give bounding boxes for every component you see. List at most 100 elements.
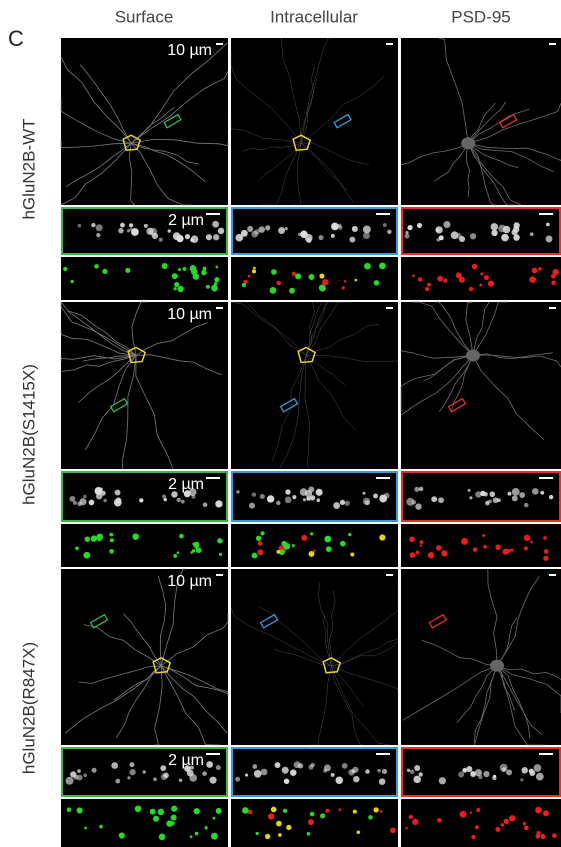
punctum: [84, 827, 87, 830]
spine: [492, 776, 496, 780]
punctum: [173, 554, 177, 558]
spine: [111, 762, 118, 769]
spine: [236, 490, 239, 493]
punctum: [307, 832, 311, 836]
spine: [146, 228, 153, 235]
spine: [173, 232, 181, 240]
punctum: [153, 816, 159, 822]
punctum: [109, 549, 114, 554]
soma: [490, 660, 504, 672]
punctum: [416, 551, 420, 555]
punctum: [219, 553, 222, 556]
spine: [418, 772, 422, 776]
punctum: [242, 283, 246, 287]
punctum: [342, 286, 345, 289]
spine: [159, 238, 163, 242]
spine: [316, 489, 323, 496]
punctum: [325, 809, 329, 813]
overview-image: [61, 302, 228, 469]
punctum: [252, 553, 258, 559]
punctum: [217, 538, 222, 543]
spine: [100, 487, 103, 490]
punctum: [471, 835, 475, 839]
scale-label: 2 µm: [168, 212, 204, 229]
punctum: [380, 810, 383, 813]
punctum: [475, 825, 479, 829]
punctum: [390, 827, 396, 833]
spine: [276, 501, 280, 505]
spine: [275, 762, 281, 768]
punctum: [94, 264, 99, 269]
spine: [352, 767, 358, 773]
spine: [377, 769, 381, 773]
punctum: [324, 536, 331, 543]
spine: [443, 221, 450, 228]
spine: [316, 498, 320, 502]
spine: [285, 489, 290, 494]
spine: [414, 765, 420, 771]
spine: [69, 496, 75, 502]
punctum: [355, 279, 358, 282]
punctum: [551, 280, 556, 285]
punctum: [322, 279, 329, 286]
spine: [285, 227, 288, 230]
spine: [417, 223, 422, 228]
spine: [115, 779, 120, 784]
punctum: [310, 812, 315, 817]
punctum: [353, 810, 357, 814]
punctum: [135, 805, 142, 812]
punctum: [524, 535, 530, 541]
punctum: [495, 827, 500, 832]
punctum: [326, 546, 332, 552]
punctum: [476, 808, 480, 812]
punctum: [276, 821, 282, 827]
punctum: [257, 549, 263, 555]
spine: [215, 500, 222, 507]
punctum: [215, 266, 218, 269]
spine: [458, 771, 464, 777]
spine: [331, 234, 335, 238]
spine: [431, 496, 437, 502]
punctum: [368, 815, 372, 819]
spine: [127, 229, 130, 232]
spine: [534, 764, 542, 772]
puncta-image: [401, 524, 561, 567]
zoom-image: [402, 472, 560, 521]
spine: [129, 769, 135, 775]
spine: [405, 231, 408, 234]
punctum: [364, 263, 371, 270]
punctum: [256, 832, 259, 835]
punctum: [265, 834, 270, 839]
spine: [363, 492, 366, 495]
spine: [331, 773, 335, 777]
punctum: [252, 269, 256, 273]
punctum: [289, 288, 295, 294]
spine: [519, 492, 525, 498]
spine: [284, 779, 290, 785]
spine: [129, 223, 133, 227]
spine: [129, 762, 134, 767]
punctum: [410, 552, 416, 558]
scale-bar: [386, 574, 393, 576]
punctum: [309, 274, 315, 280]
scale-bar: [549, 43, 556, 45]
spine: [513, 234, 520, 241]
punctum: [301, 535, 307, 541]
spine: [278, 227, 285, 234]
spine: [103, 499, 106, 502]
punctum: [271, 269, 277, 275]
punctum: [428, 552, 434, 558]
punctum: [419, 540, 423, 544]
spine: [530, 232, 534, 236]
scale-bar: [386, 307, 393, 309]
punctum: [460, 811, 467, 818]
punctum: [510, 549, 513, 552]
spine: [115, 497, 121, 503]
spine: [345, 501, 350, 506]
spine: [513, 222, 519, 228]
punctum: [357, 830, 361, 834]
punctum: [538, 267, 541, 270]
punctum: [308, 819, 314, 825]
spine: [212, 221, 219, 228]
spine: [298, 233, 301, 236]
